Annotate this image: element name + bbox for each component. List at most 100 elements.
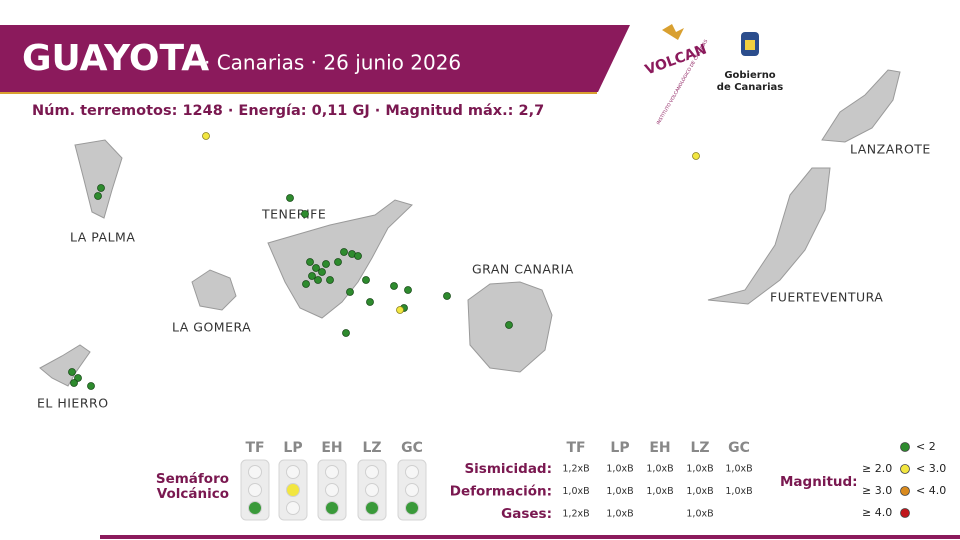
table-column: GC (728, 440, 750, 456)
table-cell: 1,0xB (646, 486, 673, 497)
semaphore-label: Volcánico (157, 486, 229, 502)
semaphore-label: Semáforo (156, 471, 229, 487)
quake (346, 288, 354, 296)
ivc-logo: VOLCAN INSTITUTO VOLCANOLÓGICO DE CANARI… (643, 24, 709, 126)
semaphore-light (405, 483, 419, 497)
quake (354, 252, 362, 260)
earthquakes (68, 132, 700, 390)
quake (314, 276, 322, 284)
table-row-label: Sismicidad: (464, 461, 552, 477)
quake (312, 264, 320, 272)
island-shape (39, 344, 91, 387)
quake (87, 382, 95, 390)
title: GUAYOTA (22, 38, 209, 79)
semaphore-light (248, 501, 262, 515)
quake (70, 379, 78, 387)
semaphore-light (248, 465, 262, 479)
quake (396, 306, 404, 314)
table-cell: 1,0xB (646, 464, 673, 475)
island-shape (191, 269, 237, 311)
table-column: EH (649, 440, 670, 456)
legend-from: ≥ 3.0 (862, 484, 892, 497)
quake (286, 194, 294, 202)
legend-to: < 3.0 (916, 462, 946, 475)
island-label: EL HIERRO (37, 396, 109, 411)
table-cell: 1,0xB (562, 486, 589, 497)
semaphore-light (405, 465, 419, 479)
island-label: LANZAROTE (850, 142, 931, 157)
island-label: LA GOMERA (172, 320, 251, 335)
table-cell: 1,0xB (725, 464, 752, 475)
quake (306, 258, 314, 266)
header-band (0, 25, 630, 92)
table-cell: 1,0xB (725, 486, 752, 497)
quake (334, 258, 342, 266)
quake (202, 132, 210, 140)
table-row-label: Gases: (501, 506, 552, 522)
semaphore-light (286, 465, 300, 479)
quake (326, 276, 334, 284)
island-label: LA PALMA (70, 230, 135, 245)
table-cell: 1,0xB (686, 509, 713, 520)
quake (94, 192, 102, 200)
quake (362, 276, 370, 284)
quake (68, 368, 76, 376)
quake (443, 292, 451, 300)
semaphore-light (365, 501, 379, 515)
quake (340, 248, 348, 256)
island-shape (74, 139, 123, 219)
gov-line: de Canarias (717, 82, 783, 93)
island-shape (821, 69, 901, 143)
gov-line: Gobierno (724, 70, 775, 81)
legend-dot (900, 464, 910, 474)
semaphore-light (325, 501, 339, 515)
quake (318, 268, 326, 276)
quake (308, 272, 316, 280)
legend-from: ≥ 4.0 (862, 506, 892, 519)
semaphore-light (325, 465, 339, 479)
semaphore-column: LZ (362, 440, 381, 456)
quake (342, 329, 350, 337)
semaphore-light (405, 501, 419, 515)
quake (97, 184, 105, 192)
table-cell: 1,0xB (606, 464, 633, 475)
table-column: LZ (690, 440, 709, 456)
table-column: LP (610, 440, 629, 456)
island-label: GRAN CANARIA (472, 262, 574, 277)
legend-to: < 2 (916, 440, 936, 453)
island-label: TENERIFE (261, 207, 326, 222)
island-label: FUERTEVENTURA (770, 290, 883, 305)
semaphore-column: EH (321, 440, 342, 456)
ivc-name: VOLCAN (643, 41, 709, 78)
legend-dot (900, 508, 910, 518)
island-shape (707, 167, 831, 305)
quake (404, 286, 412, 294)
legend-from: ≥ 2.0 (862, 462, 892, 475)
semaphore-column: GC (401, 440, 423, 456)
semaphore-light (286, 483, 300, 497)
table-cell: 1,0xB (686, 464, 713, 475)
semaphore-light (325, 483, 339, 497)
legend-title: Magnitud: (780, 474, 858, 490)
legend-to: < 4.0 (916, 484, 946, 497)
subtitle: · Canarias · 26 junio 2026 (204, 51, 461, 75)
table-cell: 1,2xB (562, 509, 589, 520)
semaphore-light (248, 483, 262, 497)
table-cell: 1,0xB (686, 486, 713, 497)
gov-logo: Gobierno de Canarias (717, 32, 783, 93)
legend-dot (900, 486, 910, 496)
table-row-label: Deformación: (450, 484, 552, 500)
legend-dot (900, 442, 910, 452)
quake (301, 210, 309, 218)
quake (322, 260, 330, 268)
semaphore-column: TF (245, 440, 264, 456)
quake (390, 282, 398, 290)
quake (74, 374, 82, 382)
semaphore-light (365, 465, 379, 479)
quake (692, 152, 700, 160)
table-column: TF (566, 440, 585, 456)
table-cell: 1,0xB (606, 509, 633, 520)
semaphore-column: LP (283, 440, 302, 456)
semaphore-light (365, 483, 379, 497)
